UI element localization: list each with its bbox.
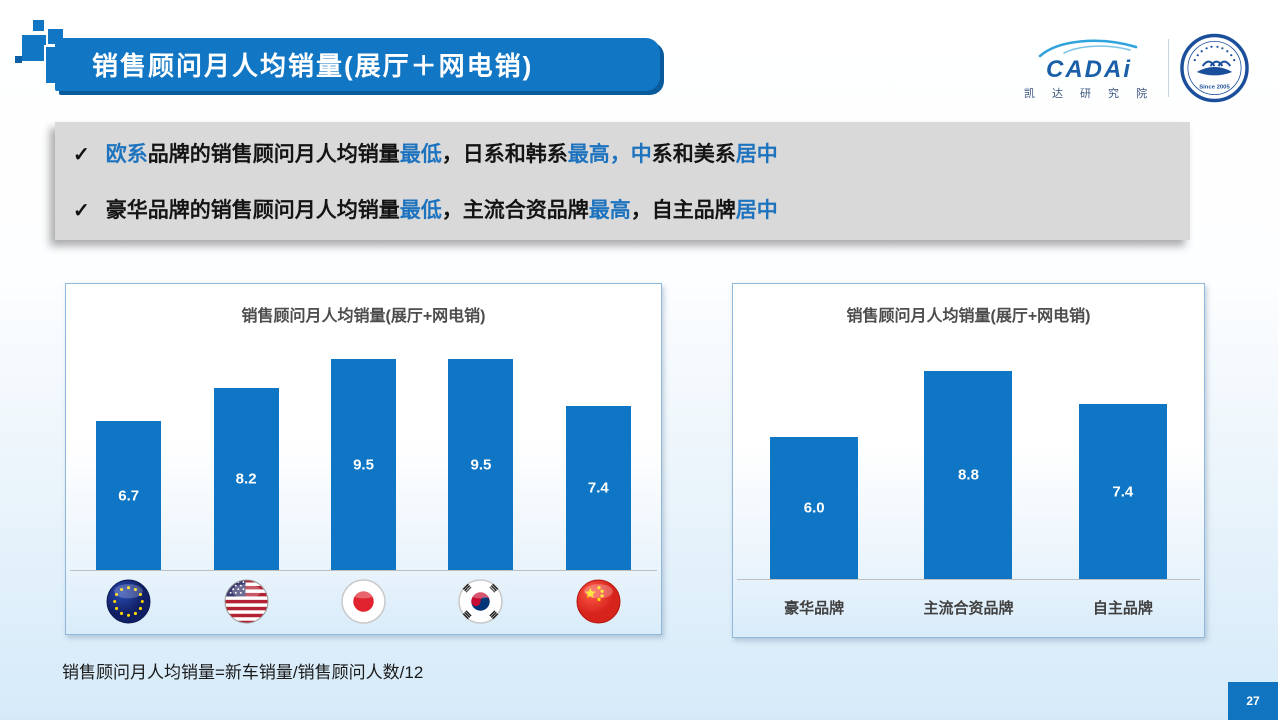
bar-0: 6.0 [770,437,859,579]
bar-value-label: 9.5 [470,456,492,473]
bar-2: 9.5 [331,359,397,570]
callout-segment: 居中 [735,143,778,166]
bar-value-label: 8.2 [235,470,257,488]
flag-axis-strip [70,571,657,632]
korea-flag-icon [458,579,504,624]
category-label: 主流合资品牌 [923,600,1014,617]
chart-title: 销售顾问月人均销量(展厅+网电销) [241,308,486,325]
decor-square [15,56,22,63]
japan-flag-icon [341,579,386,624]
callout-segment: ，自主品牌 [630,199,736,222]
bar-2: 7.4 [1078,404,1167,579]
bar-value-label: 7.4 [1112,483,1134,500]
bar-column: 6.0 [737,296,891,579]
callout-segment: 最低 [399,143,442,166]
bar-0: 6.7 [96,421,162,570]
bar-column: 6.7 [70,304,187,570]
footnote-formula: 销售顾问月人均销量=新车销量/销售顾问人数/12 [62,663,424,682]
callout-line-2: ✓ 豪华品牌的销售顾问月人均销量最低，主流合资品牌最高，自主品牌居中 [73,194,1176,224]
checkmark-icon: ✓ [73,144,90,166]
bar-value-label: 6.0 [803,499,825,517]
callout-segment: 最低 [399,199,442,222]
bar-3: 9.5 [448,359,514,570]
page-number: 27 [1246,694,1260,708]
category-axis-strip: 豪华品牌 主流合资品牌 自主品牌 [737,580,1200,635]
x-axis-line [70,570,657,571]
china-flag-icon [576,579,621,624]
callout-segment: 欧系 [105,143,148,166]
badge-since-text: Since 2005 [1199,85,1230,91]
callout-segment: 系和美系 [651,143,736,166]
title-banner: 销售顾问月人均销量(展厅＋网电销) [55,38,660,91]
flag-cell [540,579,657,624]
callout-line-1: ✓ 欧系品牌的销售顾问月人均销量最低，日系和韩系最高，中系和美系居中 [73,138,1176,168]
decor-square [22,35,48,61]
bar-4: 7.4 [565,406,631,570]
chart-card-by-origin: 销售顾问月人均销量(展厅+网电销) 6.7 8.2 9.5 9.5 7.4 [65,283,662,635]
x-axis-line [737,579,1200,580]
flag-cell [305,579,422,624]
category-label: 自主品牌 [1092,600,1153,617]
logo-divider [1168,39,1170,97]
callout-segment: 豪华品牌的销售顾问月人均销量 [105,199,400,222]
bar-value-label: 7.4 [587,479,609,497]
logo-area: CADAi 凯 达 研 究 院 Since 2005 [1020,28,1250,108]
page-number-badge: 27 [1228,682,1278,720]
bar-1: 8.2 [213,388,279,570]
callout-segment: 品牌的销售顾问月人均销量 [147,143,400,166]
cadai-brand-subtext: 凯 达 研 究 院 [1023,87,1155,100]
bar-plot-by-origin: 6.7 8.2 9.5 9.5 7.4 [70,304,657,570]
cadai-logo: CADAi 凯 达 研 究 院 [1020,36,1158,101]
eu-flag-icon [106,579,151,624]
bar-column: 8.2 [187,304,304,570]
bar-column: 9.5 [305,304,422,570]
callout-text-2: 豪华品牌的销售顾问月人均销量最低，主流合资品牌最高，自主品牌居中 [106,194,778,224]
flag-cell [187,579,304,624]
chart-title: 销售顾问月人均销量(展厅+网电销) [846,308,1091,325]
association-badge-icon: Since 2005 [1180,33,1249,103]
bar-value-label: 9.5 [353,456,374,473]
callout-segment: ，主流合资品牌 [441,199,589,222]
chart-card-by-brand-type: 销售顾问月人均销量(展厅+网电销) 6.0 8.8 7.4 豪华品牌 主流合资品牌 自主… [732,283,1205,638]
category-label: 豪华品牌 [784,600,845,617]
checkmark-icon: ✓ [73,200,90,222]
callout-segment: 最高，中 [567,143,652,166]
cadai-brand-text: CADAi [1046,55,1133,83]
decor-square [33,20,44,31]
bar-column: 7.4 [540,304,657,570]
key-findings-box: ✓ 欧系品牌的销售顾问月人均销量最低，日系和韩系最高，中系和美系居中 ✓ 豪华品… [55,122,1190,240]
bar-column: 8.8 [891,296,1045,579]
page-title: 销售顾问月人均销量(展厅＋网电销) [92,51,534,81]
bar-value-label: 6.7 [118,487,140,504]
bar-column: 7.4 [1046,296,1200,579]
callout-segment: ，日系和韩系 [441,143,568,166]
bar-1: 8.8 [924,371,1013,579]
bar-column: 9.5 [422,304,539,570]
flag-cell [70,579,187,624]
callout-segment: 居中 [735,199,778,222]
bar-plot-by-brand-type: 6.0 8.8 7.4 [737,296,1200,579]
flag-cell [422,579,539,624]
callout-segment: 最高 [588,199,631,222]
car-swoosh-icon [1038,39,1138,57]
us-flag-icon [224,579,269,624]
callout-text-1: 欧系品牌的销售顾问月人均销量最低，日系和韩系最高，中系和美系居中 [106,138,778,168]
bar-value-label: 8.8 [958,466,979,484]
